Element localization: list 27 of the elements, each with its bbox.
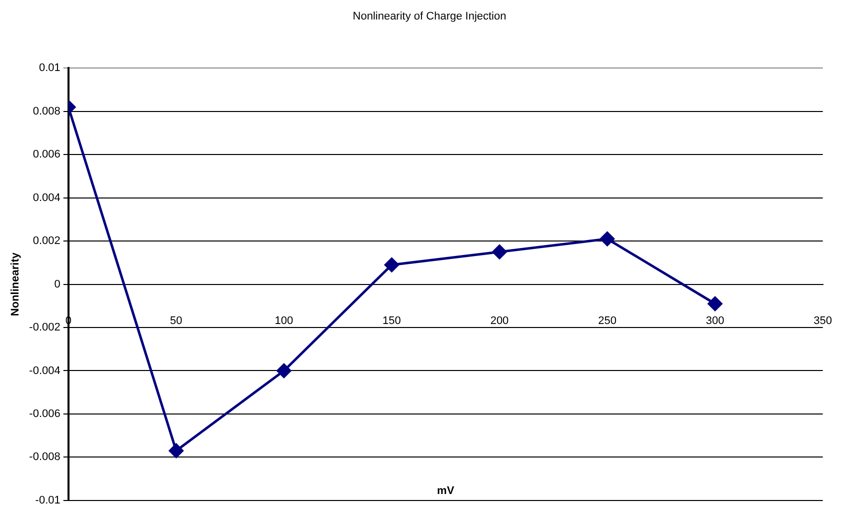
point [600,232,615,246]
x-tick-label: 150 [382,314,401,327]
y-axis-title: Nonlinearity [10,252,22,316]
x-tick-label: 200 [490,314,509,327]
x-tick-label: 50 [170,314,182,327]
point [384,258,399,272]
y-tick-label: 0.006 [32,148,60,161]
x-tick-label: 100 [274,314,294,327]
point [708,296,722,311]
y-tick-label: -0.006 [29,408,60,420]
point [276,363,292,378]
y-tick-label: 0.002 [32,235,60,248]
y-tick-label: 0.01 [38,62,60,74]
point [492,244,507,260]
y-tick-label: -0.004 [29,364,60,377]
x-tick-label: 250 [598,314,616,327]
x-tick-label: 350 [814,314,832,327]
y-tick-label: 0.004 [32,192,60,204]
y-tick-label: -0.008 [29,451,60,464]
y-tick-label: 0 [54,278,60,290]
point [168,443,184,458]
x-axis-title: mV [437,485,455,498]
y-tick-label: 0.008 [32,105,60,118]
y-tick-label: -0.01 [35,494,60,506]
chart-title: Nonlinearity of Charge Injection [352,10,506,23]
y-tick-label: -0.002 [29,322,60,334]
x-tick-label: 300 [706,314,724,327]
